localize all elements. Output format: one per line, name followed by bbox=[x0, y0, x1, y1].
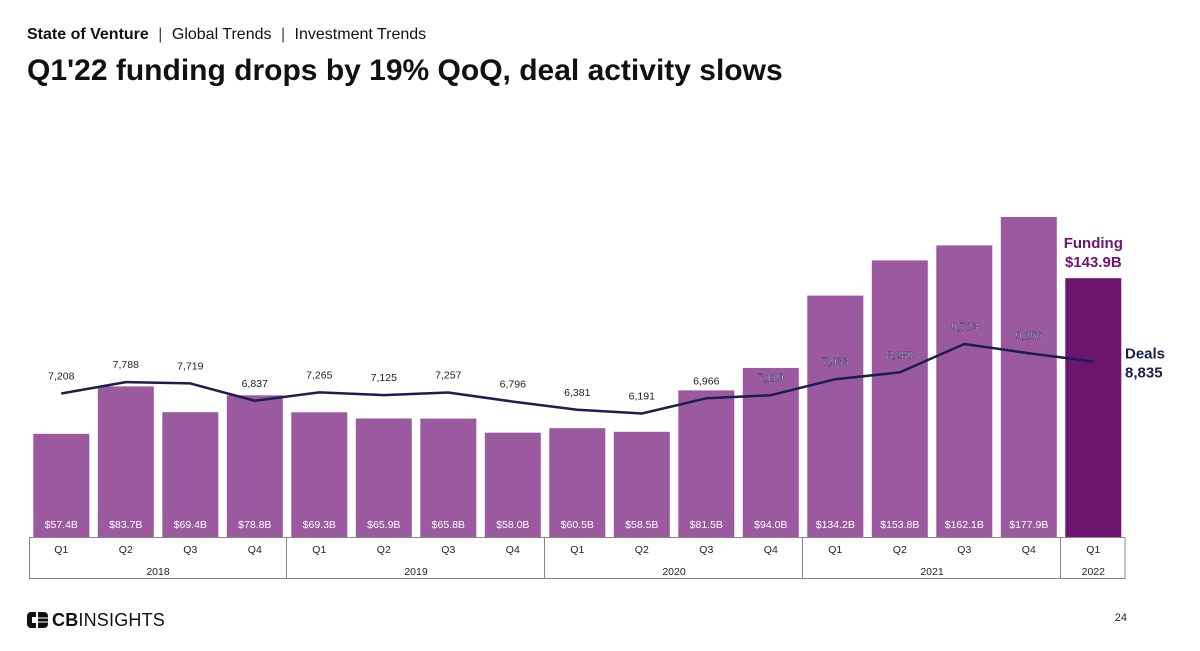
funding-bar bbox=[613, 431, 670, 537]
funding-bar-label: $177.9B bbox=[1009, 519, 1048, 531]
funding-bar-label: $65.8B bbox=[432, 519, 465, 531]
funding-bar bbox=[97, 386, 154, 537]
deals-point-label: 7,719 bbox=[177, 360, 203, 372]
cb-insights-logo-icon bbox=[27, 612, 48, 628]
funding-bar-label: $83.7B bbox=[109, 519, 142, 531]
funding-bar bbox=[291, 412, 348, 537]
funding-bar bbox=[226, 395, 283, 537]
quarter-tick-label: Q1 bbox=[828, 544, 842, 556]
quarter-tick-label: Q3 bbox=[699, 544, 713, 556]
funding-bar bbox=[484, 432, 541, 537]
funding-bar bbox=[871, 260, 928, 537]
deals-callout-title: Deals bbox=[1125, 346, 1165, 363]
funding-bar-label: $94.0B bbox=[754, 519, 787, 531]
breadcrumb-separator: | bbox=[280, 26, 286, 43]
deals-point-label: 7,125 bbox=[371, 372, 397, 384]
cb-insights-logo: CBINSIGHTS bbox=[27, 609, 165, 631]
year-label: 2022 bbox=[1082, 566, 1106, 578]
deals-point-label: 6,837 bbox=[242, 378, 268, 390]
breadcrumb-separator: | bbox=[158, 26, 163, 43]
funding-bar bbox=[549, 428, 606, 537]
cb-insights-wordmark: CBINSIGHTS bbox=[52, 609, 166, 630]
funding-callout-title: Funding bbox=[1064, 235, 1123, 252]
funding-bar-label: $57.4B bbox=[45, 519, 78, 531]
year-label: 2020 bbox=[662, 566, 686, 578]
quarter-tick-label: Q3 bbox=[441, 544, 455, 556]
deals-point-label: 7,257 bbox=[435, 370, 461, 382]
funding-bar-label: $78.8B bbox=[238, 519, 271, 531]
deals-point-label: 6,796 bbox=[500, 379, 526, 391]
quarter-tick-label: Q2 bbox=[893, 544, 907, 556]
funding-bar bbox=[355, 418, 412, 537]
funding-bar-label: $65.9B bbox=[367, 519, 400, 531]
quarter-tick-label: Q4 bbox=[506, 544, 520, 556]
quarter-tick-label: Q1 bbox=[570, 544, 584, 556]
deals-point-label: 7,933 bbox=[822, 356, 848, 368]
funding-bar bbox=[33, 433, 90, 537]
year-label: 2019 bbox=[404, 566, 428, 578]
quarter-tick-label: Q2 bbox=[119, 544, 133, 556]
quarter-tick-label: Q4 bbox=[764, 544, 778, 556]
year-label: 2018 bbox=[146, 566, 170, 578]
funding-bar-label: $81.5B bbox=[690, 519, 723, 531]
funding-bar-label: $153.8B bbox=[880, 519, 919, 531]
breadcrumb-item-investment-trends: Investment Trends bbox=[294, 26, 427, 43]
breadcrumb: State of Venture | Global Trends | Inves… bbox=[27, 26, 426, 44]
funding-bar bbox=[1065, 278, 1122, 537]
deals-point-label: 8,280 bbox=[887, 349, 913, 361]
funding-bar-label: $69.3B bbox=[303, 519, 336, 531]
deals-point-label: 7,208 bbox=[48, 371, 74, 383]
funding-bar bbox=[1000, 217, 1057, 537]
quarter-tick-label: Q4 bbox=[248, 544, 262, 556]
funding-bar-label: $162.1B bbox=[945, 519, 984, 531]
funding-bar-label: $60.5B bbox=[561, 519, 594, 531]
year-label: 2021 bbox=[920, 566, 944, 578]
deals-line bbox=[61, 342, 1094, 415]
quarter-tick-label: Q1 bbox=[54, 544, 68, 556]
quarter-tick-label: Q1 bbox=[1086, 544, 1100, 556]
breadcrumb-item-state-of-venture: State of Venture bbox=[27, 26, 149, 43]
funding-bar bbox=[807, 295, 864, 537]
deals-point-label: 6,966 bbox=[693, 375, 719, 387]
breadcrumb-item-global-trends: Global Trends bbox=[171, 26, 272, 43]
page-number: 24 bbox=[1114, 612, 1127, 624]
quarter-tick-label: Q2 bbox=[377, 544, 391, 556]
deals-point-label: 9,256 bbox=[1016, 330, 1042, 342]
funding-bar-label: $134.2B bbox=[816, 519, 855, 531]
quarter-tick-label: Q3 bbox=[957, 544, 971, 556]
funding-bar-label: $58.0B bbox=[496, 519, 529, 531]
quarter-tick-label: Q3 bbox=[183, 544, 197, 556]
deals-point-label: 7,265 bbox=[306, 369, 332, 381]
funding-bar-label: $58.5B bbox=[625, 519, 658, 531]
funding-bar bbox=[420, 418, 477, 537]
deals-point-label: 7,119 bbox=[758, 372, 784, 384]
page-title: Q1'22 funding drops by 19% QoQ, deal act… bbox=[27, 54, 783, 87]
funding-callout-value: $143.9B bbox=[1065, 254, 1122, 271]
quarter-tick-label: Q2 bbox=[635, 544, 649, 556]
deals-point-label: 6,381 bbox=[564, 387, 590, 399]
quarter-tick-label: Q1 bbox=[312, 544, 326, 556]
deals-point-label: 9,723 bbox=[951, 321, 977, 333]
deals-callout-value: 8,835 bbox=[1125, 365, 1163, 382]
funding-bar bbox=[162, 412, 219, 537]
funding-bar bbox=[742, 367, 799, 537]
funding-bar bbox=[936, 245, 993, 537]
funding-bar bbox=[678, 390, 735, 537]
deals-point-label: 7,788 bbox=[113, 359, 139, 371]
deals-point-label: 6,191 bbox=[629, 391, 655, 403]
quarter-tick-label: Q4 bbox=[1022, 544, 1036, 556]
funding-bar-label: $69.4B bbox=[174, 519, 207, 531]
